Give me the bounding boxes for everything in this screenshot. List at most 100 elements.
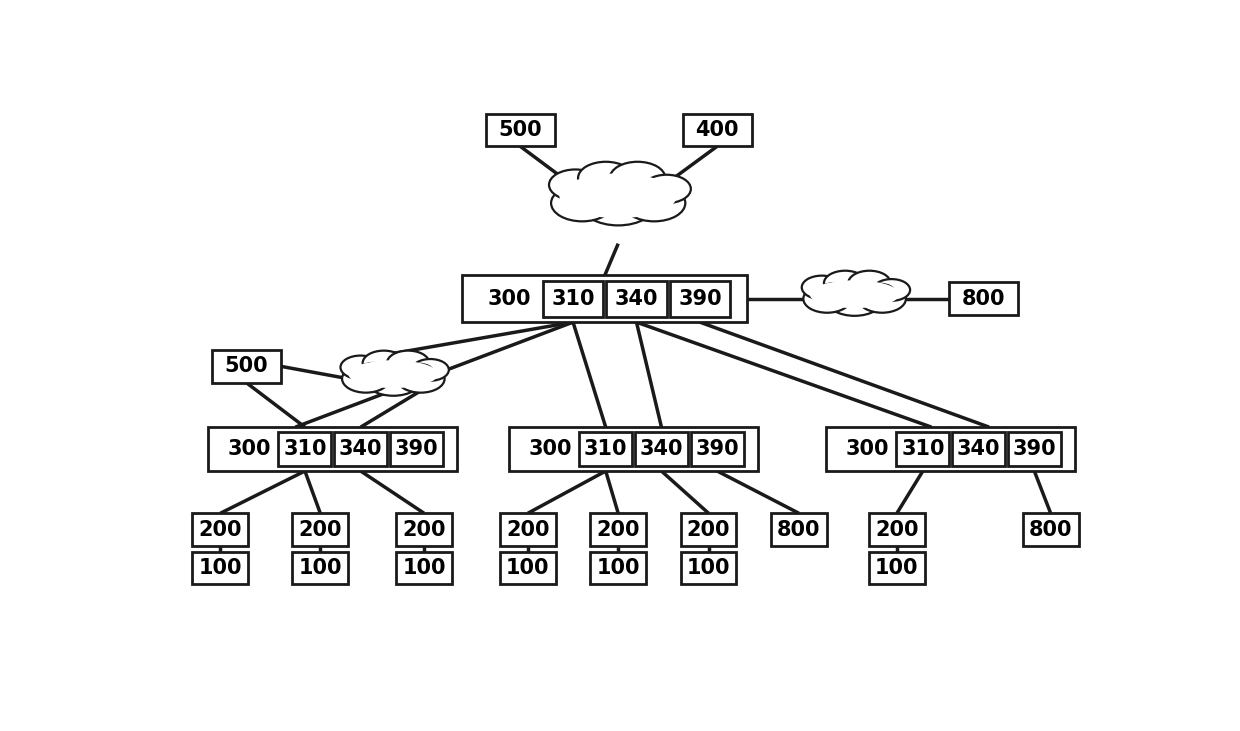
Text: 390: 390 (394, 439, 438, 459)
FancyBboxPatch shape (682, 113, 751, 146)
FancyBboxPatch shape (208, 427, 458, 471)
FancyBboxPatch shape (897, 432, 950, 466)
FancyBboxPatch shape (949, 282, 1018, 315)
Text: 200: 200 (687, 520, 730, 539)
Circle shape (578, 162, 634, 194)
FancyBboxPatch shape (335, 432, 387, 466)
FancyBboxPatch shape (681, 551, 737, 584)
Text: 200: 200 (506, 520, 549, 539)
Text: 100: 100 (596, 558, 640, 577)
Circle shape (551, 185, 614, 221)
Text: 100: 100 (506, 558, 549, 577)
Text: 800: 800 (777, 520, 821, 539)
Circle shape (358, 363, 388, 380)
Text: 390: 390 (1013, 439, 1056, 459)
Circle shape (823, 270, 867, 295)
Circle shape (622, 185, 686, 221)
Text: 390: 390 (678, 289, 722, 308)
Ellipse shape (810, 280, 899, 308)
Text: 310: 310 (901, 439, 945, 459)
Circle shape (820, 283, 849, 300)
Circle shape (387, 351, 429, 376)
FancyBboxPatch shape (670, 281, 730, 317)
FancyBboxPatch shape (579, 432, 632, 466)
Text: 340: 340 (640, 439, 683, 459)
FancyBboxPatch shape (635, 432, 688, 466)
Text: 340: 340 (957, 439, 1001, 459)
Circle shape (866, 284, 895, 301)
Text: 200: 200 (875, 520, 919, 539)
FancyBboxPatch shape (543, 281, 604, 317)
Text: 100: 100 (299, 558, 342, 577)
Circle shape (848, 270, 890, 295)
FancyBboxPatch shape (389, 432, 443, 466)
FancyBboxPatch shape (279, 432, 331, 466)
Text: 100: 100 (402, 558, 446, 577)
Text: 310: 310 (552, 289, 595, 308)
Circle shape (632, 181, 671, 205)
Circle shape (580, 181, 656, 225)
FancyBboxPatch shape (952, 432, 1004, 466)
Text: 200: 200 (299, 520, 342, 539)
Text: 340: 340 (339, 439, 382, 459)
Text: 200: 200 (402, 520, 446, 539)
FancyBboxPatch shape (510, 427, 758, 471)
FancyBboxPatch shape (590, 551, 646, 584)
Text: 100: 100 (687, 558, 730, 577)
Text: 300: 300 (487, 289, 532, 308)
Text: 800: 800 (1029, 520, 1073, 539)
FancyBboxPatch shape (486, 113, 554, 146)
Circle shape (873, 279, 910, 300)
FancyBboxPatch shape (1023, 513, 1079, 546)
FancyBboxPatch shape (293, 551, 348, 584)
FancyBboxPatch shape (192, 513, 248, 546)
Text: 800: 800 (962, 289, 1006, 308)
Text: 200: 200 (596, 520, 640, 539)
FancyBboxPatch shape (293, 513, 348, 546)
Circle shape (404, 364, 434, 381)
Ellipse shape (348, 360, 438, 388)
Text: 340: 340 (615, 289, 658, 308)
Text: 300: 300 (528, 439, 572, 459)
FancyBboxPatch shape (590, 513, 646, 546)
FancyBboxPatch shape (771, 513, 827, 546)
FancyBboxPatch shape (500, 551, 556, 584)
Circle shape (341, 355, 381, 379)
Circle shape (362, 351, 405, 376)
Circle shape (804, 285, 851, 313)
Text: 390: 390 (696, 439, 739, 459)
Ellipse shape (559, 173, 677, 218)
FancyBboxPatch shape (397, 551, 451, 584)
FancyBboxPatch shape (869, 551, 925, 584)
Circle shape (610, 162, 665, 194)
Text: 310: 310 (584, 439, 627, 459)
FancyBboxPatch shape (212, 350, 281, 382)
Circle shape (642, 175, 691, 203)
FancyBboxPatch shape (463, 276, 748, 322)
FancyBboxPatch shape (691, 432, 744, 466)
Circle shape (858, 285, 906, 313)
Text: 500: 500 (498, 120, 542, 140)
FancyBboxPatch shape (606, 281, 667, 317)
Text: 300: 300 (227, 439, 270, 459)
FancyBboxPatch shape (869, 513, 925, 546)
Text: 200: 200 (198, 520, 242, 539)
FancyBboxPatch shape (500, 513, 556, 546)
Circle shape (365, 362, 423, 395)
FancyBboxPatch shape (192, 551, 248, 584)
Circle shape (573, 181, 611, 203)
Text: 300: 300 (846, 439, 889, 459)
Text: 500: 500 (224, 356, 268, 376)
Circle shape (549, 170, 601, 200)
FancyBboxPatch shape (826, 427, 1075, 471)
Circle shape (397, 365, 445, 393)
Text: 100: 100 (875, 558, 919, 577)
Circle shape (802, 276, 842, 299)
FancyBboxPatch shape (681, 513, 737, 546)
FancyBboxPatch shape (1008, 432, 1060, 466)
Text: 400: 400 (696, 120, 739, 140)
Circle shape (412, 359, 449, 381)
Circle shape (342, 365, 389, 393)
Text: 310: 310 (283, 439, 326, 459)
Text: 100: 100 (198, 558, 242, 577)
